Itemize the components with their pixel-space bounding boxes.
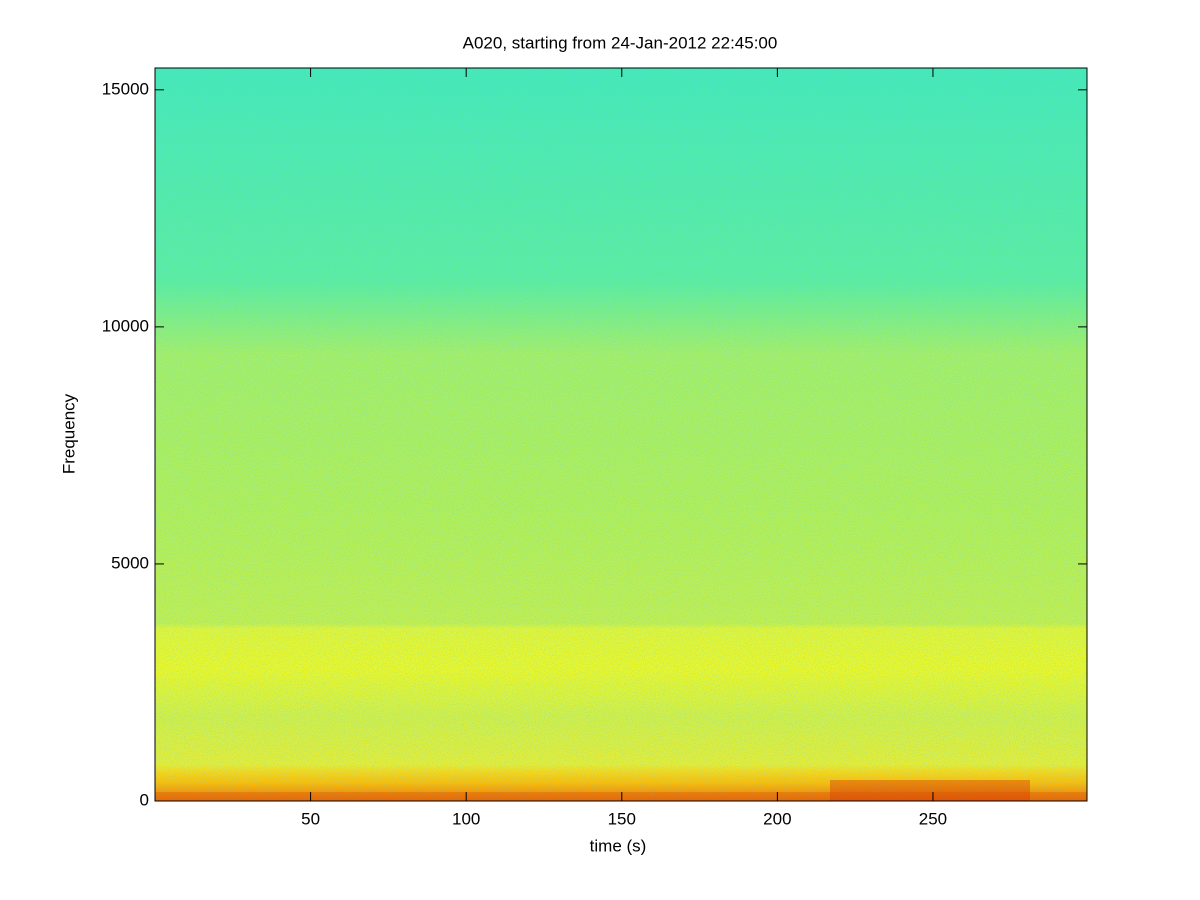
x-tick-label: 250 — [919, 809, 947, 828]
plot-frame — [154, 67, 1088, 802]
x-tick-label: 50 — [301, 809, 320, 828]
y-tick-label: 5000 — [111, 553, 149, 572]
x-tick-label: 150 — [608, 809, 636, 828]
spectrogram-image — [155, 68, 1087, 801]
x-tick-label: 200 — [763, 809, 791, 828]
y-tick-label: 15000 — [102, 79, 149, 98]
chart-title: A020, starting from 24-Jan-2012 22:45:00 — [463, 33, 778, 52]
y-tick-label: 10000 — [102, 316, 149, 335]
y-tick-label: 0 — [140, 790, 149, 809]
x-axis-label: time (s) — [590, 836, 647, 855]
x-tick-label: 100 — [452, 809, 480, 828]
y-axis-label: Frequency — [59, 393, 78, 474]
